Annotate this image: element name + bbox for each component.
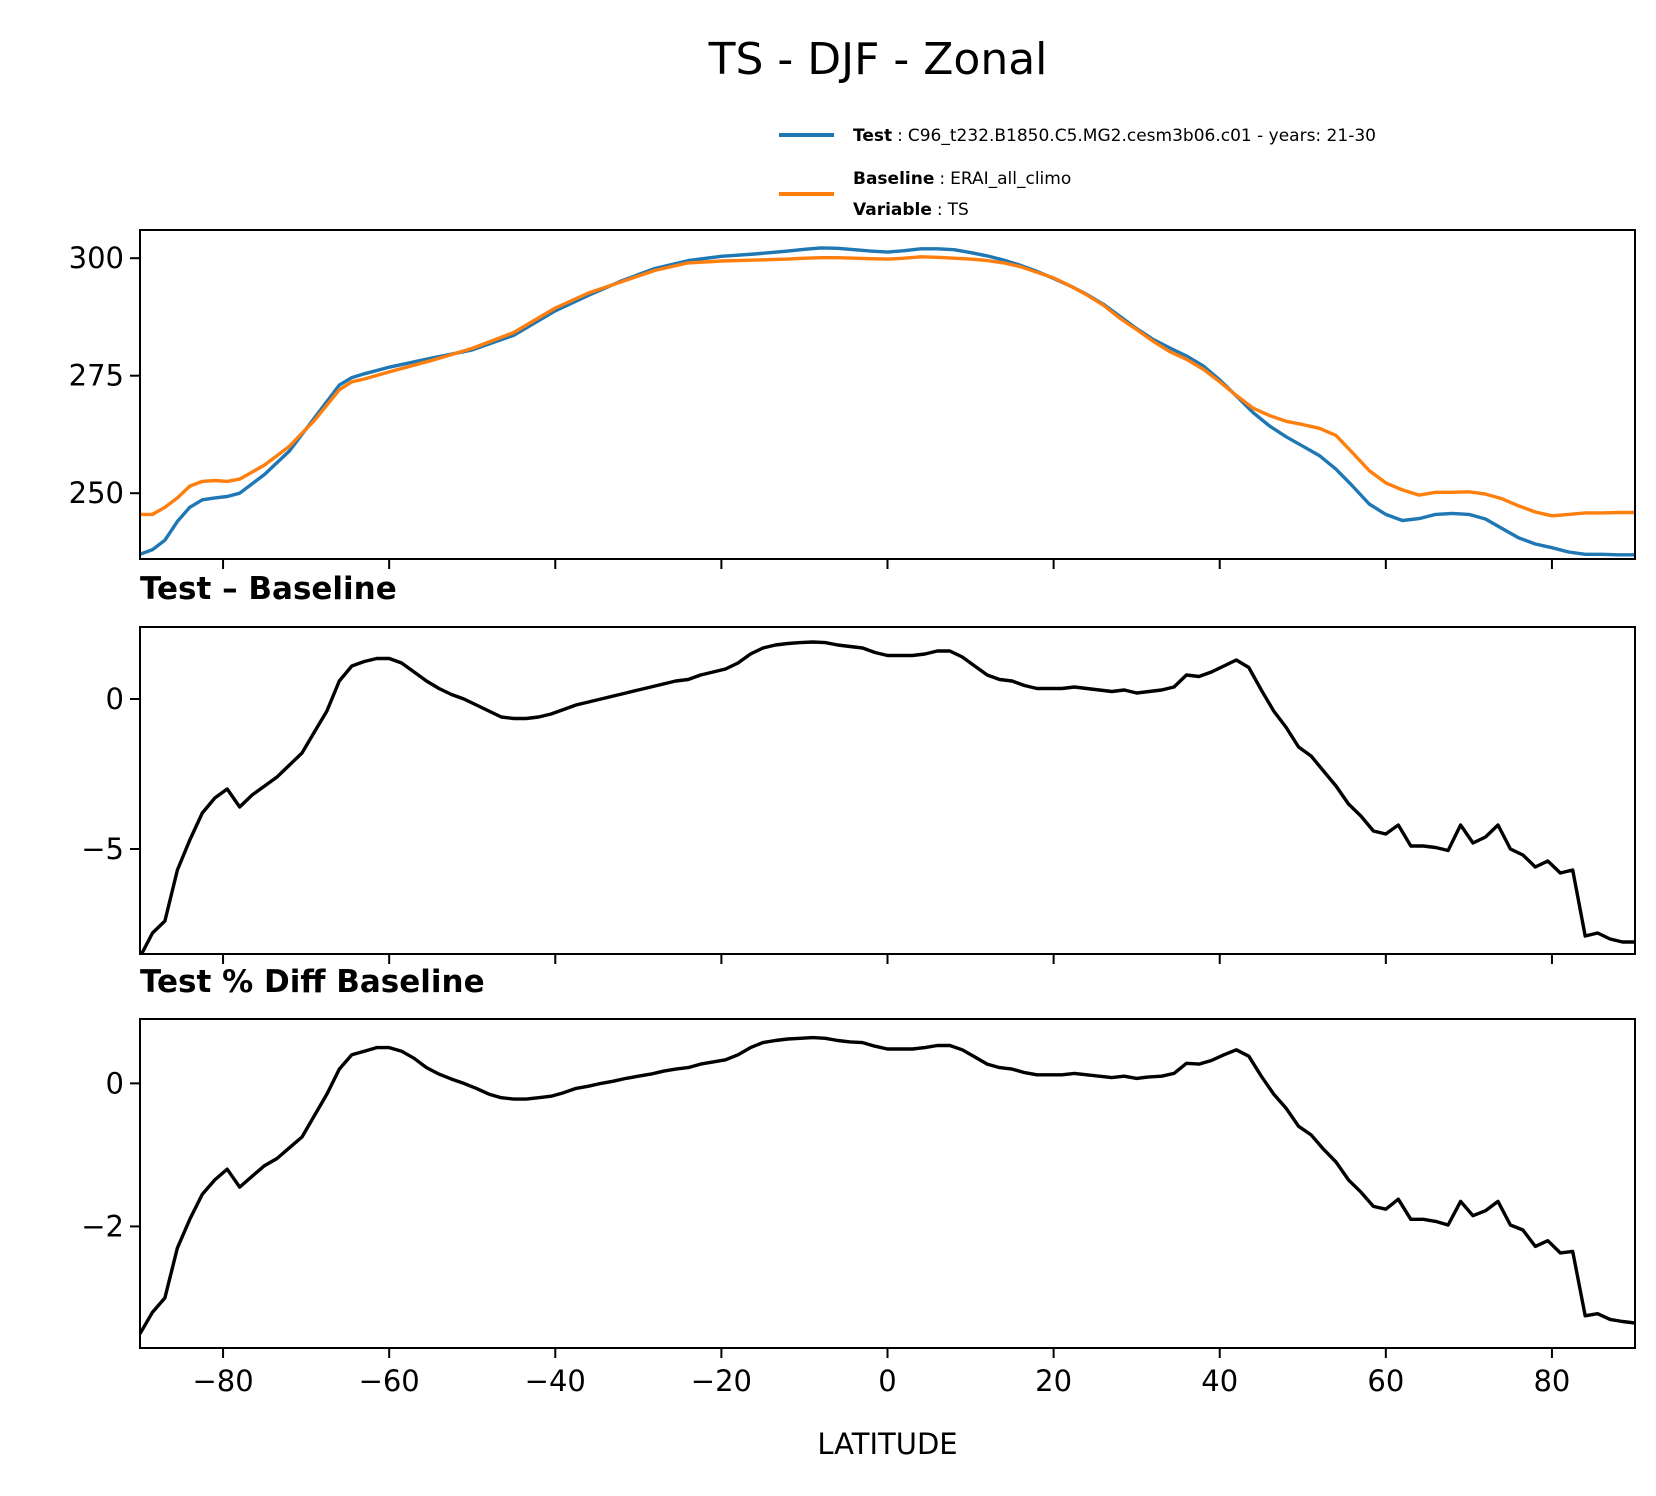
panel-test-minus-baseline: Test – Baseline −5 0: [81, 571, 1636, 964]
plot-frame: [139, 229, 1636, 560]
panel-title: Test – Baseline: [140, 571, 397, 607]
y-tick-label: 300: [69, 241, 124, 275]
legend-baseline-sep: :: [939, 169, 945, 189]
legend-test-key: Test: [853, 126, 892, 146]
x-tick-label: −20: [691, 1364, 752, 1398]
legend-test-entry: Test: C96_t232.B1850.C5.MG2.cesm3b06.c01 …: [853, 126, 1376, 146]
y-tick-label: 0: [106, 1066, 124, 1100]
legend-variable-key: Variable: [853, 200, 932, 220]
panel-test-pct-diff-baseline: Test % Diff Baseline−20−80 −60 −40 −20 0 20 40…: [81, 964, 1636, 1461]
series-line-baseline: [140, 255, 1635, 518]
legend-baseline-entry: Baseline: ERAI_all_climo: [853, 169, 1071, 189]
legend-test-sep: :: [897, 126, 903, 146]
plot-frame: [139, 626, 1636, 955]
y-tick-label: 275: [69, 359, 124, 393]
y-tick-label: 250: [69, 476, 124, 510]
x-tick-label: −40: [525, 1364, 586, 1398]
y-tick-label: −5: [81, 832, 124, 866]
y-tick-label: −2: [81, 1209, 124, 1243]
legend: Test: C96_t232.B1850.C5.MG2.cesm3b06.c01 …: [779, 126, 1376, 220]
series-line-difference: [140, 640, 1635, 954]
x-tick-label: 80: [1533, 1364, 1570, 1398]
x-tick-label: 0: [878, 1364, 896, 1398]
series-line-difference: [140, 1035, 1635, 1335]
x-tick-label: 60: [1367, 1364, 1404, 1398]
x-tick-label: 40: [1201, 1364, 1238, 1398]
x-tick-label: 20: [1035, 1364, 1072, 1398]
y-tick-label: 0: [106, 682, 124, 716]
legend-baseline-value: ERAI_all_climo: [950, 169, 1071, 189]
plot-frame: [139, 1018, 1636, 1349]
legend-test-value: C96_t232.B1850.C5.MG2.cesm3b06.c01 - yea…: [908, 126, 1376, 146]
panel-ts-zonal: 250 275 300: [69, 229, 1636, 569]
legend-baseline-key: Baseline: [853, 169, 934, 189]
panel-title: Test % Diff Baseline: [140, 964, 485, 1000]
figure-title: TS - DJF - Zonal: [708, 34, 1048, 85]
series-line-test: [140, 246, 1635, 557]
x-tick-label: −80: [192, 1364, 253, 1398]
legend-variable-entry: Variable: TS: [853, 200, 969, 220]
legend-variable-value: TS: [947, 200, 969, 220]
x-axis-label: LATITUDE: [817, 1427, 957, 1461]
x-tick-label: −60: [359, 1364, 420, 1398]
legend-variable-sep: :: [937, 200, 943, 220]
